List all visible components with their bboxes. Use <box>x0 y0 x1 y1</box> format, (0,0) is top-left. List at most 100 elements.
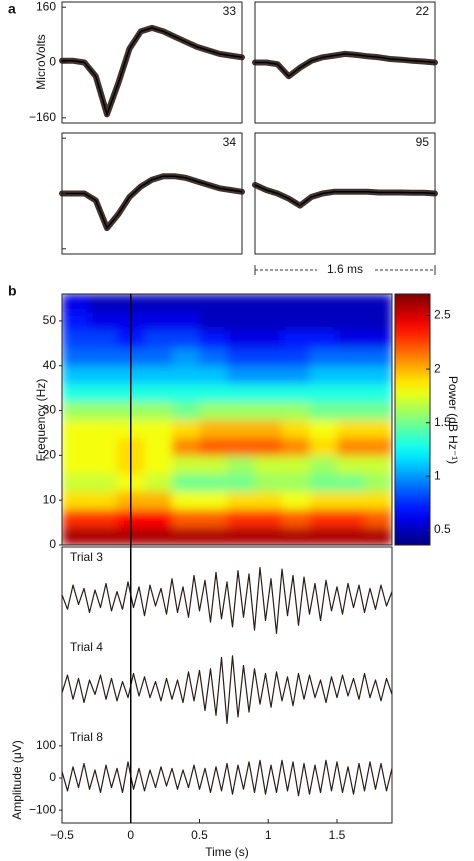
trials-frame <box>61 546 393 824</box>
colorbar-tick-label: 1 <box>434 469 441 483</box>
unit-label: 33 <box>223 4 237 18</box>
heat-cell <box>199 329 228 349</box>
heat-cell <box>144 365 173 385</box>
heat-cell <box>89 419 118 438</box>
heat-cell <box>337 365 365 385</box>
y-tick-label: 0 <box>49 537 56 551</box>
heat-cell <box>172 419 200 438</box>
heat-cell <box>337 509 365 528</box>
y-tick-label: 0 <box>49 770 56 784</box>
y-tick-label: 160 <box>36 0 56 13</box>
heat-cell <box>62 509 90 528</box>
waveform-core <box>254 184 436 207</box>
heat-cell <box>172 527 200 545</box>
heat-cell <box>254 383 283 403</box>
x-tick-label: 0.5 <box>191 828 208 842</box>
heat-cell <box>337 311 365 331</box>
unit-label: 34 <box>223 135 237 149</box>
x-tick-label: 1.5 <box>329 828 346 842</box>
heat-cell <box>254 455 283 474</box>
heat-cell <box>62 455 90 474</box>
heat-cell <box>62 491 90 510</box>
heat-cell <box>62 311 90 331</box>
heat-cell <box>62 294 90 313</box>
heat-cell <box>89 311 118 331</box>
colorbar-tick-label: 2 <box>434 361 441 375</box>
heat-cell <box>172 491 200 510</box>
heat-cell <box>89 437 118 456</box>
heat-cell <box>172 455 200 474</box>
heat-cell <box>337 419 365 438</box>
heat-cell <box>309 455 338 474</box>
heat-cell <box>282 347 310 367</box>
heat-cell <box>144 311 173 331</box>
heat-cell <box>309 294 338 313</box>
heat-cell <box>282 455 310 474</box>
heat-cell <box>199 527 228 545</box>
heat-cell <box>89 527 118 545</box>
heat-cell <box>62 329 90 349</box>
waveform <box>59 173 245 232</box>
heat-cell <box>144 455 173 474</box>
heat-cell <box>199 437 228 456</box>
spectrogram-frame <box>61 293 393 546</box>
y-tick-label: 40 <box>43 358 57 372</box>
heat-cell <box>227 419 255 438</box>
waveform-core <box>62 27 243 117</box>
heat-cell <box>282 294 310 313</box>
heat-cell <box>89 365 118 385</box>
heat-cell <box>144 437 173 456</box>
heat-cell <box>364 473 392 492</box>
heat-cell <box>144 491 173 510</box>
heat-cell <box>364 419 392 438</box>
heat-cell <box>309 365 338 385</box>
heat-cell <box>227 365 255 385</box>
x-tick-label: 1 <box>265 828 272 842</box>
heat-cell <box>199 509 228 528</box>
heat-cell <box>364 347 392 367</box>
heat-cell <box>282 365 310 385</box>
heat-cell <box>282 329 310 349</box>
heat-cell <box>309 383 338 403</box>
y-tick-label: 20 <box>43 448 57 462</box>
heat-cell <box>282 311 310 331</box>
trace <box>61 759 393 797</box>
heat-cell <box>89 473 118 492</box>
trial-label: Trial 4 <box>70 640 103 654</box>
heat-cell <box>309 329 338 349</box>
heat-cell <box>199 311 228 331</box>
heat-cell <box>89 401 118 420</box>
heat-cell <box>227 311 255 331</box>
heat-cell <box>254 437 283 456</box>
heat-cell <box>227 527 255 545</box>
x-axis-label: Time (s) <box>205 845 249 859</box>
heat-cell <box>309 347 338 367</box>
heat-cell <box>172 365 200 385</box>
heat-cell <box>172 383 200 403</box>
heat-cell <box>337 329 365 349</box>
heat-cell <box>364 491 392 510</box>
heat-cell <box>337 347 365 367</box>
heat-cell <box>254 294 283 313</box>
y-axis-label: MicroVolts <box>34 34 48 89</box>
heat-cell <box>199 491 228 510</box>
heat-cell <box>62 527 90 545</box>
heat-cell <box>309 311 338 331</box>
heat-cell <box>364 527 392 545</box>
y-axis-label: Frequency (Hz) <box>34 379 48 462</box>
heat-cell <box>282 401 310 420</box>
heat-cell <box>254 401 283 420</box>
trace <box>61 655 393 724</box>
heat-cell <box>364 329 392 349</box>
heat-cell <box>364 437 392 456</box>
heat-cell <box>227 509 255 528</box>
heat-cell <box>144 383 173 403</box>
heat-cell <box>364 311 392 331</box>
heat-cell <box>254 491 283 510</box>
heat-cell <box>227 491 255 510</box>
heat-cell <box>227 347 255 367</box>
panel-label: b <box>8 283 17 299</box>
heat-cell <box>282 491 310 510</box>
waveform-core <box>62 175 243 230</box>
